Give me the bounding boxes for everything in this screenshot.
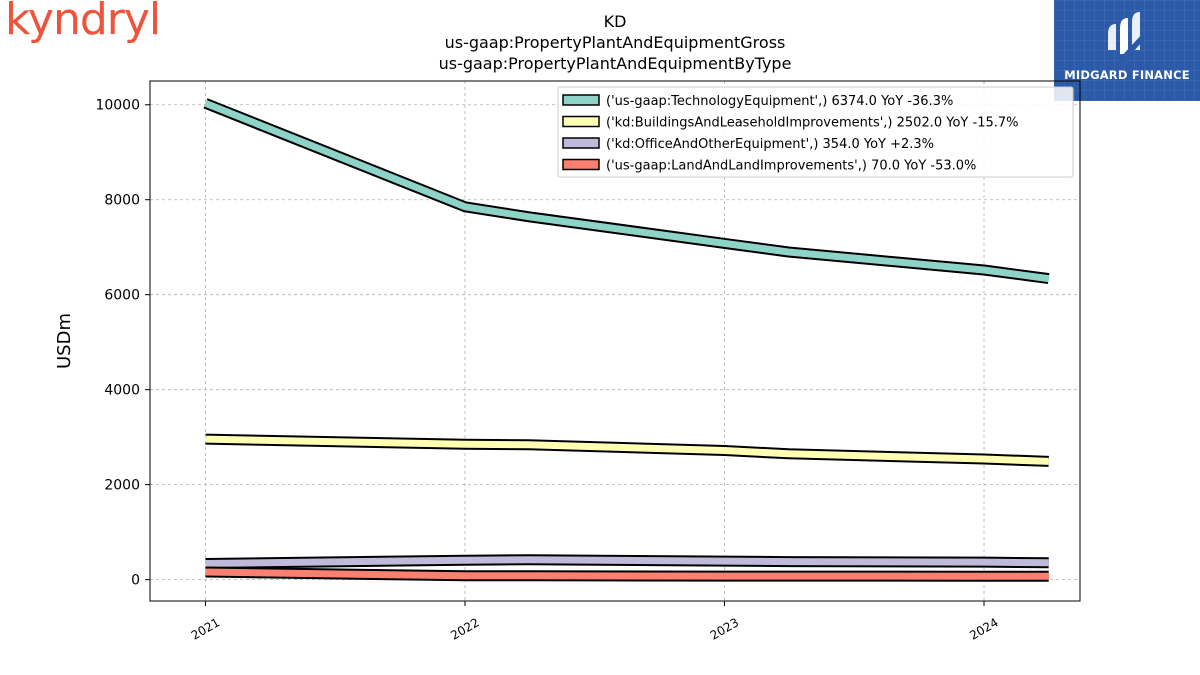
- data-point: [1048, 460, 1050, 462]
- kyndryl-logo-text: kyndryl: [5, 0, 161, 45]
- kyndryl-logo: kyndryl™: [5, 0, 166, 42]
- data-point: [723, 560, 725, 562]
- y-tick-label: 8000: [104, 193, 140, 209]
- y-tick-label: 0: [131, 573, 140, 589]
- legend-box: [557, 86, 1074, 178]
- y-tick-label: 6000: [104, 288, 140, 304]
- x-tick-label: 2021: [189, 615, 222, 642]
- plot-frame: [149, 80, 1081, 602]
- title-line: KD: [604, 12, 627, 31]
- data-point: [464, 443, 466, 445]
- series-line: [205, 556, 1049, 567]
- data-point: [204, 438, 206, 440]
- data-point: [204, 571, 206, 573]
- data-point: [528, 444, 530, 446]
- data-point: [983, 575, 985, 577]
- data-point: [787, 453, 789, 455]
- legend-swatch: [562, 158, 600, 171]
- midgard-finance-logo: MIDGARD FINANCE: [1054, 0, 1200, 101]
- x-tick-label: 2024: [967, 615, 1000, 642]
- data-point: [983, 561, 985, 563]
- data-point: [528, 575, 530, 577]
- data-point: [528, 216, 530, 218]
- series-2: [204, 433, 1050, 467]
- data-point: [787, 575, 789, 577]
- y-tick-label: 10000: [95, 98, 140, 114]
- y-tick-label: 2000: [104, 478, 140, 494]
- x-tick-label: 2023: [708, 615, 741, 642]
- series-lines: [203, 98, 1050, 582]
- legend-swatch: [562, 115, 600, 128]
- data-point: [723, 449, 725, 451]
- data-point: [1048, 575, 1050, 577]
- legend-swatch: [562, 94, 600, 106]
- midgard-mark-icon: [1108, 12, 1144, 64]
- partner-name: MIDGARD FINANCE: [1064, 68, 1190, 82]
- legend-label: ('kd:OfficeAndOtherEquipment',) 354.0 Yo…: [606, 137, 934, 152]
- title-line: us-gaap:PropertyPlantAndEquipmentByType: [439, 54, 792, 73]
- data-point: [787, 251, 789, 253]
- axes: 0 2000 4000 6000 8000 10000 2021 2022 2023 2024 US…: [54, 98, 1001, 643]
- legend-swatch: [562, 137, 600, 149]
- data-point: [1048, 562, 1050, 564]
- data-point: [528, 559, 530, 561]
- data-point: [983, 269, 985, 271]
- legend-label: ('us-gaap:LandAndLandImprovements',) 70.…: [606, 159, 976, 174]
- data-point: [1048, 278, 1050, 280]
- data-point: [204, 102, 206, 104]
- title-line: us-gaap:PropertyPlantAndEquipmentGross: [445, 33, 786, 52]
- data-point: [464, 559, 466, 561]
- data-point: [723, 242, 725, 244]
- data-point: [723, 575, 725, 577]
- data-point: [787, 561, 789, 563]
- y-tick-label: 4000: [104, 383, 140, 399]
- data-point: [464, 206, 466, 208]
- data-point: [983, 458, 985, 460]
- chart-title: KD us-gaap:PropertyPlantAndEquipmentGross…: [439, 12, 792, 73]
- legend: ('us-gaap:TechnologyEquipment',) 6374.0 …: [557, 86, 1074, 178]
- series-4: [204, 566, 1050, 582]
- legend-label: ('us-gaap:TechnologyEquipment',) 6374.0 …: [606, 94, 953, 109]
- legend-label: ('kd:BuildingsAndLeaseholdImprovements',…: [606, 116, 1019, 131]
- data-point: [204, 562, 206, 564]
- series-1: [203, 98, 1050, 285]
- y-axis-label: USDm: [54, 313, 75, 369]
- series-3: [204, 554, 1050, 569]
- x-tick-label: 2022: [448, 615, 481, 642]
- data-point: [464, 575, 466, 577]
